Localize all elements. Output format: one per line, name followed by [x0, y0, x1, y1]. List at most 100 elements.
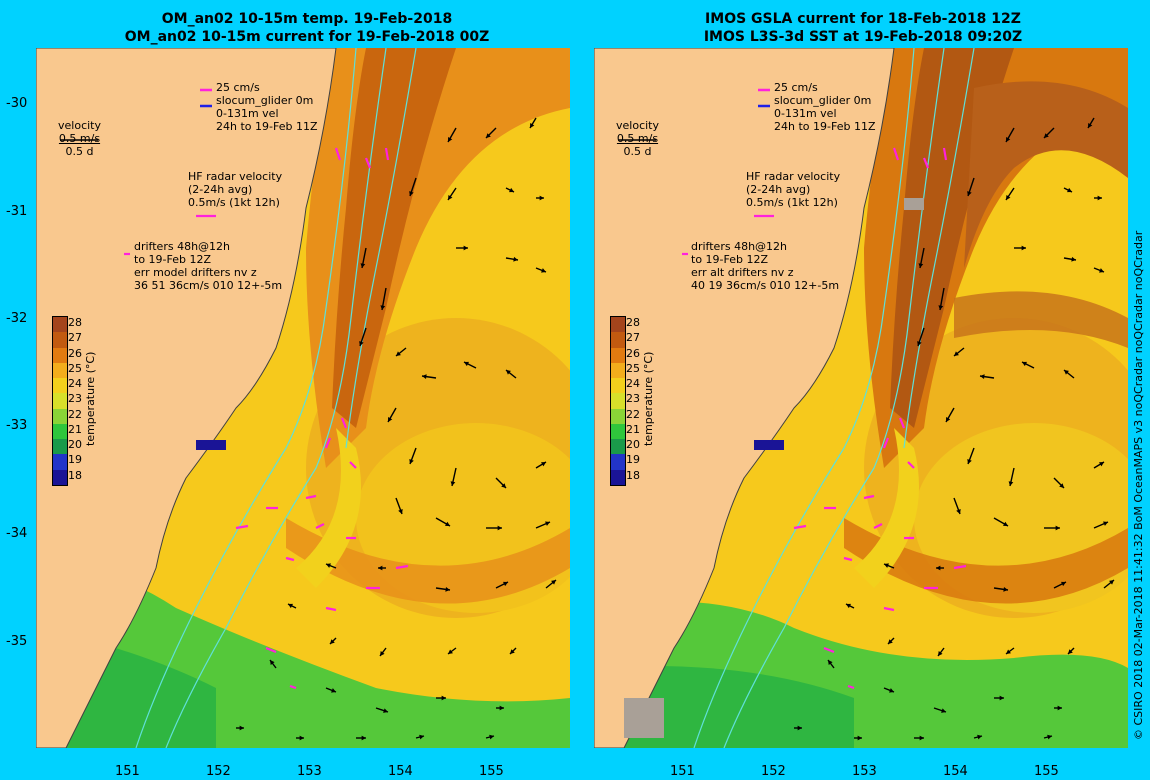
arrow-head [1103, 521, 1108, 526]
velocity-arrow [854, 735, 862, 741]
arrow-head [828, 660, 833, 665]
radar-arrow [384, 147, 390, 161]
radar-arrow [847, 684, 855, 690]
radar-arrow [863, 494, 875, 500]
velocity-duration: 0.5 d [65, 145, 94, 158]
velocity-arrow [505, 187, 515, 193]
arrow-head [378, 565, 383, 571]
arrow-head [501, 483, 506, 488]
drifters-line1: drifters 48h@12h [134, 240, 231, 253]
arrow-head [330, 639, 335, 644]
arrow-head [1003, 587, 1008, 592]
x-tick: 155 [1034, 764, 1059, 779]
colorbar-segment [611, 332, 625, 348]
glider-legend: 25 cm/s slocum_glider 0m 0-131m vel 24h … [774, 81, 875, 133]
radar-arrow [843, 556, 853, 562]
velocity-arrow [993, 587, 1009, 592]
radar-arrow [823, 646, 835, 654]
arrow-head [946, 417, 951, 422]
arrow-head [1061, 581, 1066, 587]
arrow-head [936, 565, 941, 571]
colorbar-segment [611, 439, 625, 455]
velocity-arrow [447, 187, 457, 201]
velocity-arrow [409, 177, 417, 197]
velocity-arrow [395, 497, 403, 515]
velocity-arrow [914, 735, 924, 741]
velocity-arrow [1067, 647, 1075, 655]
velocity-arrow [1094, 195, 1102, 201]
arrow-head [884, 563, 889, 568]
colorbar-segment [53, 362, 67, 379]
velocity-arrow [937, 647, 945, 657]
velocity-arrow [496, 705, 504, 711]
velocity-arrow [967, 447, 975, 465]
arrow-head [503, 581, 508, 587]
radar-arrow [334, 147, 342, 161]
colorbar-segment [53, 317, 67, 333]
arrow-head [463, 245, 468, 251]
radar-arrow [265, 646, 277, 654]
arrow-head [919, 735, 924, 741]
arrow-head [1068, 649, 1073, 654]
drifters-line2: to 19-Feb 12Z [134, 253, 212, 266]
velocity-arrow [1043, 734, 1053, 740]
y-tick: -31 [6, 204, 28, 219]
arrow-head [1021, 245, 1026, 251]
velocity-arrow [409, 447, 417, 465]
x-tick: 154 [388, 764, 413, 779]
velocity-arrow [415, 734, 425, 740]
current-core [332, 48, 456, 428]
velocity-arrow [918, 247, 925, 269]
velocity-arrow [1005, 647, 1015, 655]
radar-arrow [364, 157, 372, 169]
arrow-head [977, 734, 982, 740]
arrow-head [967, 191, 972, 196]
colorbar-left [52, 316, 68, 486]
drifters-legend: drifters 48h@12h to 19-Feb 12Z err alt d… [691, 240, 839, 292]
arrow-head [331, 688, 336, 693]
velocity-arrow [360, 247, 367, 269]
velocity-arrow [545, 579, 557, 589]
bathymetry-contour [693, 48, 915, 748]
x-tick: 155 [479, 764, 504, 779]
colorbar-label: 18 [68, 468, 82, 482]
velocity-arrow [378, 565, 386, 571]
velocity-arrow [486, 525, 502, 531]
radar-arrow [883, 606, 895, 612]
colorbar-label: 26 [626, 346, 640, 360]
arrow-head [509, 187, 514, 193]
arrow-head [396, 351, 401, 356]
missing-data [904, 198, 924, 210]
current-ring [954, 291, 1128, 348]
arrow-head [299, 735, 304, 741]
arrow-head [938, 651, 943, 656]
velocity-arrow [535, 267, 547, 273]
arrow-head [422, 374, 427, 379]
glider-vel: 0-131m vel [774, 107, 837, 120]
velocity-arrow [380, 287, 387, 311]
velocity-arrow [269, 659, 277, 669]
arrow-head [1088, 123, 1093, 128]
arrow-head [1055, 525, 1060, 531]
velocity-arrow [1008, 467, 1015, 487]
radar-arrow [315, 523, 325, 529]
drifters-line4: 36 51 36cm/s 010 12+-5m [134, 279, 283, 292]
arrow-head [486, 133, 491, 138]
velocity-arrow [979, 374, 995, 379]
arrow-head [464, 361, 469, 367]
velocity-arrow [395, 347, 407, 357]
left-title-line1: OM_an02 10-15m temp. 19-Feb-2018 [161, 11, 453, 27]
velocity-arrow [1043, 127, 1055, 139]
arrow-head [326, 563, 331, 568]
bathymetry-contour [345, 48, 417, 449]
left-title-line2: OM_an02 10-15m current for 19-Feb-2018 0… [124, 29, 490, 45]
right-title: IMOS GSLA current for 18-Feb-2018 12Z IM… [596, 10, 1130, 46]
velocity-arrow [529, 117, 537, 129]
arrow-head [499, 705, 504, 711]
arrow-head [1008, 481, 1014, 486]
velocity-arrow [883, 563, 895, 569]
glider-name: slocum_glider 0m [216, 94, 314, 107]
arrow-head [551, 580, 556, 585]
colorbar-right [610, 316, 626, 486]
bathymetry-contour [903, 48, 975, 449]
